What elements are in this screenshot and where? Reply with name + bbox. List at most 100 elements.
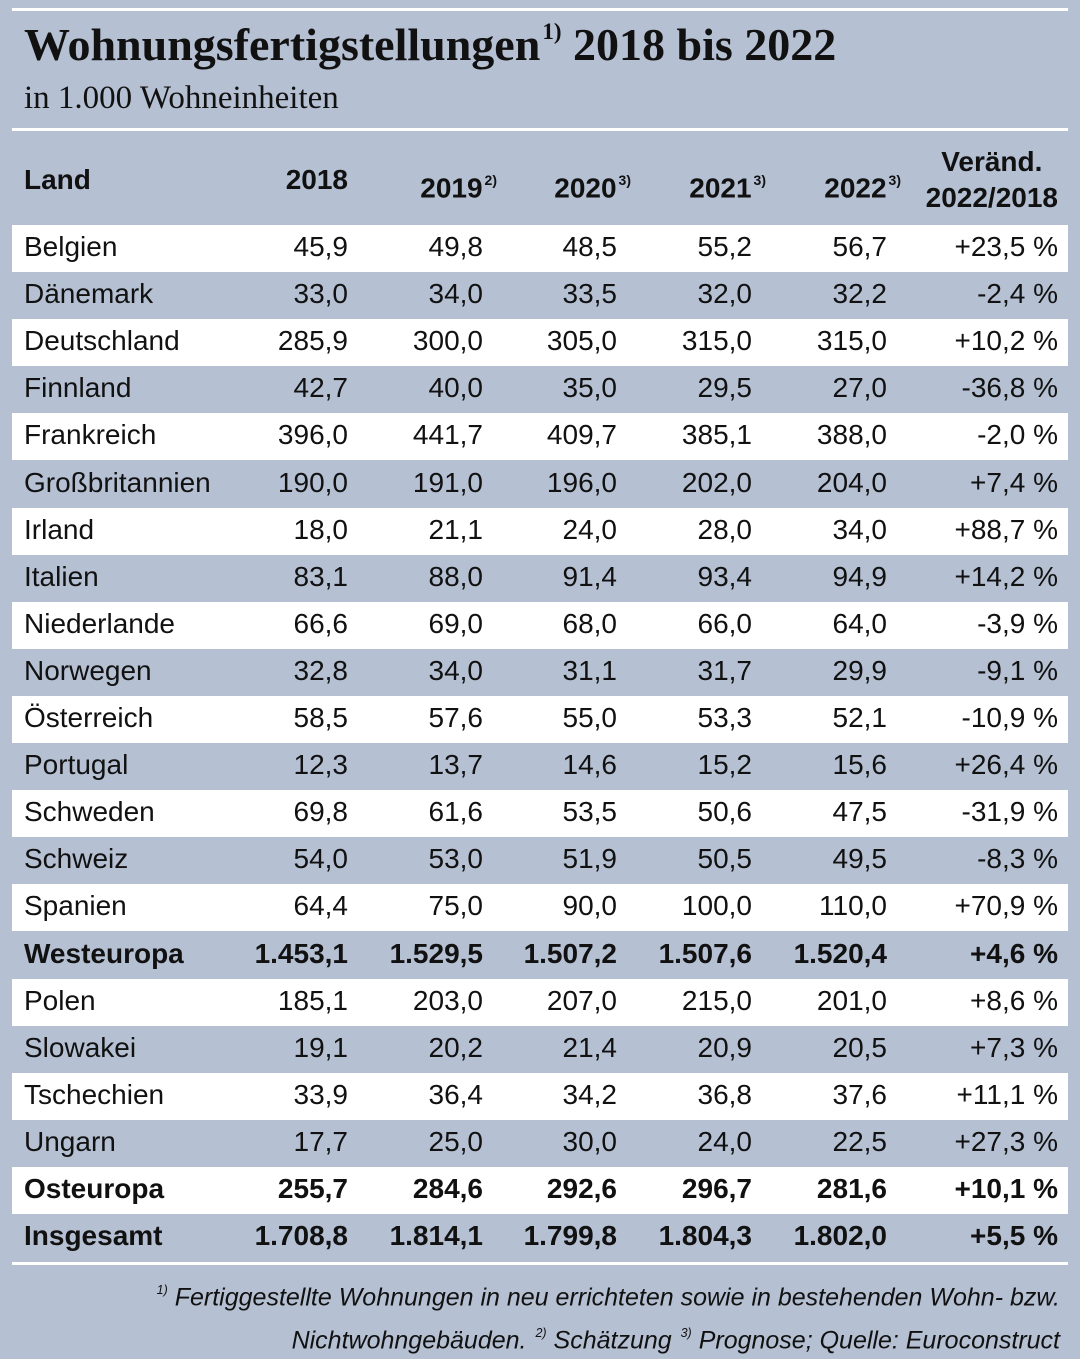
row-label: Westeuropa [24,937,184,969]
row-label: Portugal [24,749,129,781]
table-row: Irland 18,0 21,1 24,0 28,0 34,0 +88,7 % [12,507,1068,555]
table-row: Schweiz 54,0 53,0 51,9 50,5 49,5 -8,3 % [12,837,1068,884]
cell-value: 1.520,4 [793,937,887,969]
table-row: Osteuropa 255,7 284,6 292,6 296,7 281,6 +10,1 … [12,1167,1068,1214]
cell-value: 281,6 [816,1173,887,1204]
cell-value: 94,9 [832,560,888,592]
cell-value: 204,0 [816,466,887,498]
cell-value: 388,0 [816,419,887,451]
table-row: Tschechien 33,9 36,4 34,2 36,8 37,6 +11,1 % [12,1072,1068,1120]
cell-value: 12,3 [293,749,349,781]
cell-value: 83,1 [293,560,349,592]
row-label: Insgesamt [24,1220,163,1252]
footnote-text: Prognose; Quelle: Euroconstruct [698,1326,1060,1355]
cell-value: +7,4 % [970,466,1058,498]
table-row: Ungarn 17,7 25,0 30,0 24,0 22,5 +27,3 % [12,1120,1068,1167]
cell-value: 14,6 [562,749,618,781]
table-row: Insgesamt 1.708,8 1.814,1 1.799,8 1.804,3 1.8… [12,1214,1068,1261]
cell-value: 385,1 [681,419,752,451]
cell-value: +4,6 % [970,937,1058,969]
cell-value: 1.453,1 [254,937,348,969]
row-label: Tschechien [24,1078,165,1110]
cell-value: 32,8 [293,654,349,686]
cell-value: 54,0 [293,843,349,875]
cell-value: 93,4 [697,560,753,592]
cell-value: 21,1 [428,513,484,545]
row-label: Großbritannien [24,466,211,498]
cell-value: 191,0 [412,466,483,498]
cell-value: +7,3 % [970,1031,1058,1063]
cell-value: 53,5 [562,796,618,828]
cell-value: 1.507,2 [523,937,617,969]
cell-value: 69,0 [428,607,484,639]
cell-value: 28,0 [697,513,753,545]
row-label: Polen [24,984,96,1016]
cell-value: 15,6 [832,749,888,781]
cell-value: 202,0 [681,466,752,498]
cell-value: -3,9 % [977,607,1058,639]
footnote-mark: 3) [680,1326,692,1341]
table-row: Polen 185,1 203,0 207,0 215,0 201,0 +8,6 % [12,978,1068,1026]
column-header: Land [24,164,91,195]
column-header: Veränd. 2022/2018 [926,144,1058,216]
cell-value: -9,1 % [977,654,1058,686]
table-row: Dänemark 33,0 34,0 33,5 32,0 32,2 -2,4 % [12,272,1068,319]
cell-value: 17,7 [293,1125,349,1157]
cell-value: 53,3 [697,702,753,733]
cell-value: 90,0 [562,890,618,922]
cell-value: 36,4 [428,1078,484,1110]
cell-value: 315,0 [681,325,752,357]
title-rest: 2018 bis 2022 [572,19,837,70]
cell-value: 31,1 [562,654,618,686]
cell-value: 1.708,8 [254,1220,348,1252]
cell-value: 48,5 [562,231,618,262]
cell-value: 36,8 [697,1078,753,1110]
cell-value: 32,0 [697,278,753,310]
column-header-text: 2022 [824,172,887,204]
cell-value: 58,5 [293,702,349,733]
cell-value: 34,2 [562,1078,618,1110]
cell-value: 1.799,8 [523,1220,617,1252]
cell-value: 50,5 [697,843,753,875]
column-header-text: 2021 [689,172,752,204]
cell-value: 45,9 [293,231,349,262]
cell-value: 55,0 [562,702,618,733]
cell-value: 25,0 [428,1125,484,1157]
cell-value: 51,9 [562,843,618,875]
row-label: Finnland [24,372,132,404]
cell-value: 255,7 [277,1173,348,1204]
cell-value: +11,1 % [956,1078,1058,1110]
cell-value: -2,0 % [977,419,1058,451]
cell-value: 20,5 [832,1031,888,1063]
cell-value: 1.529,5 [389,937,483,969]
row-label: Schweden [24,796,155,828]
table-row: Westeuropa 1.453,1 1.529,5 1.507,2 1.507,6 1.… [12,932,1068,979]
cell-value: -8,3 % [977,843,1058,875]
cell-value: 29,9 [832,654,888,686]
cell-value: 68,0 [562,607,618,639]
column-header-text: 2018 [285,164,348,195]
table-row: Spanien 64,4 75,0 90,0 100,0 110,0 +70,9 % [12,884,1068,932]
top-rule [12,8,1068,11]
cell-value: 66,0 [697,607,753,639]
footnotes: 1) Fertiggestellte Wohnungen in neu erri… [100,1272,1060,1359]
table-row: Deutschland 285,9 300,0 305,0 315,0 315,0 +10,… [12,319,1068,367]
cell-value: 49,8 [428,231,484,262]
row-label: Dänemark [24,278,154,310]
cell-value: 33,0 [293,278,349,310]
cell-value: 441,7 [412,419,483,451]
row-label: Deutschland [24,325,180,357]
footnote-text: Schätzung [553,1326,672,1355]
bottom-rule [12,1262,1068,1265]
cell-value: +88,7 % [954,513,1058,545]
cell-value: 64,0 [832,607,888,639]
cell-value: 203,0 [412,984,483,1016]
table-row: Großbritannien 190,0 191,0 196,0 202,0 204,0 +… [12,461,1068,508]
row-label: Spanien [24,890,127,922]
cell-value: 185,1 [277,984,348,1016]
cell-value: 53,0 [428,843,484,875]
cell-value: 20,2 [428,1031,484,1063]
table-row: Italien 83,1 88,0 91,4 93,4 94,9 +14,2 % [12,555,1068,602]
cell-value: 19,1 [293,1031,349,1063]
